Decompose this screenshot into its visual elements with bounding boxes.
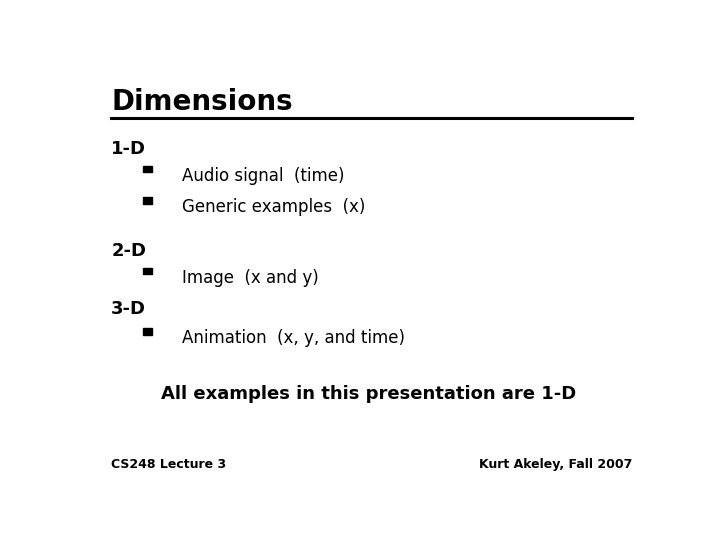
Text: All examples in this presentation are 1-D: All examples in this presentation are 1-… <box>161 385 577 403</box>
Bar <box>143 197 152 204</box>
Bar <box>143 268 152 274</box>
Text: CS248 Lecture 3: CS248 Lecture 3 <box>111 458 226 471</box>
Text: 1-D: 1-D <box>111 140 146 158</box>
Text: Generic examples  (x): Generic examples (x) <box>182 198 366 216</box>
Bar <box>143 328 152 335</box>
Text: 2-D: 2-D <box>111 241 146 260</box>
Text: Image  (x and y): Image (x and y) <box>182 268 319 287</box>
Text: Dimensions: Dimensions <box>111 87 293 116</box>
Text: Audio signal  (time): Audio signal (time) <box>182 167 345 185</box>
Text: Animation  (x, y, and time): Animation (x, y, and time) <box>182 329 405 347</box>
Text: Kurt Akeley, Fall 2007: Kurt Akeley, Fall 2007 <box>479 458 632 471</box>
Bar <box>143 166 152 172</box>
Text: 3-D: 3-D <box>111 300 146 318</box>
